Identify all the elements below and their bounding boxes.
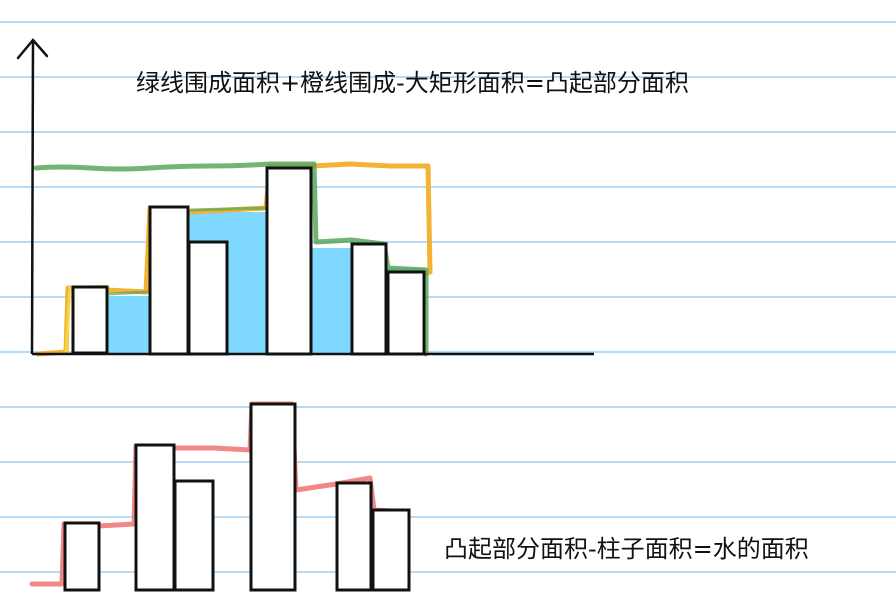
y-axis bbox=[30, 39, 35, 355]
bar bbox=[386, 270, 426, 356]
bar bbox=[134, 443, 176, 592]
bar bbox=[71, 285, 109, 355]
bottom-caption: 凸起部分面积-柱子面积=水的面积 bbox=[444, 535, 809, 563]
bottom-chart bbox=[29, 401, 411, 592]
water-region-1 bbox=[108, 296, 149, 354]
bar bbox=[249, 402, 297, 592]
bar bbox=[63, 521, 101, 592]
top-caption: 绿线围成面积+橙线围成-大矩形面积=凸起部分面积 bbox=[136, 69, 689, 97]
green-outline bbox=[33, 161, 429, 357]
green-outline-inner bbox=[107, 206, 267, 296]
y-axis-arrow bbox=[16, 38, 49, 60]
bar bbox=[335, 481, 373, 592]
top-chart bbox=[16, 38, 594, 357]
bars-bottom bbox=[63, 402, 411, 592]
water-region-3 bbox=[312, 248, 352, 354]
bar bbox=[187, 240, 229, 356]
bar bbox=[173, 479, 215, 592]
bar bbox=[265, 166, 313, 356]
bar bbox=[350, 242, 388, 356]
bar bbox=[148, 205, 190, 356]
bars-top bbox=[71, 166, 426, 356]
bar bbox=[371, 508, 411, 592]
